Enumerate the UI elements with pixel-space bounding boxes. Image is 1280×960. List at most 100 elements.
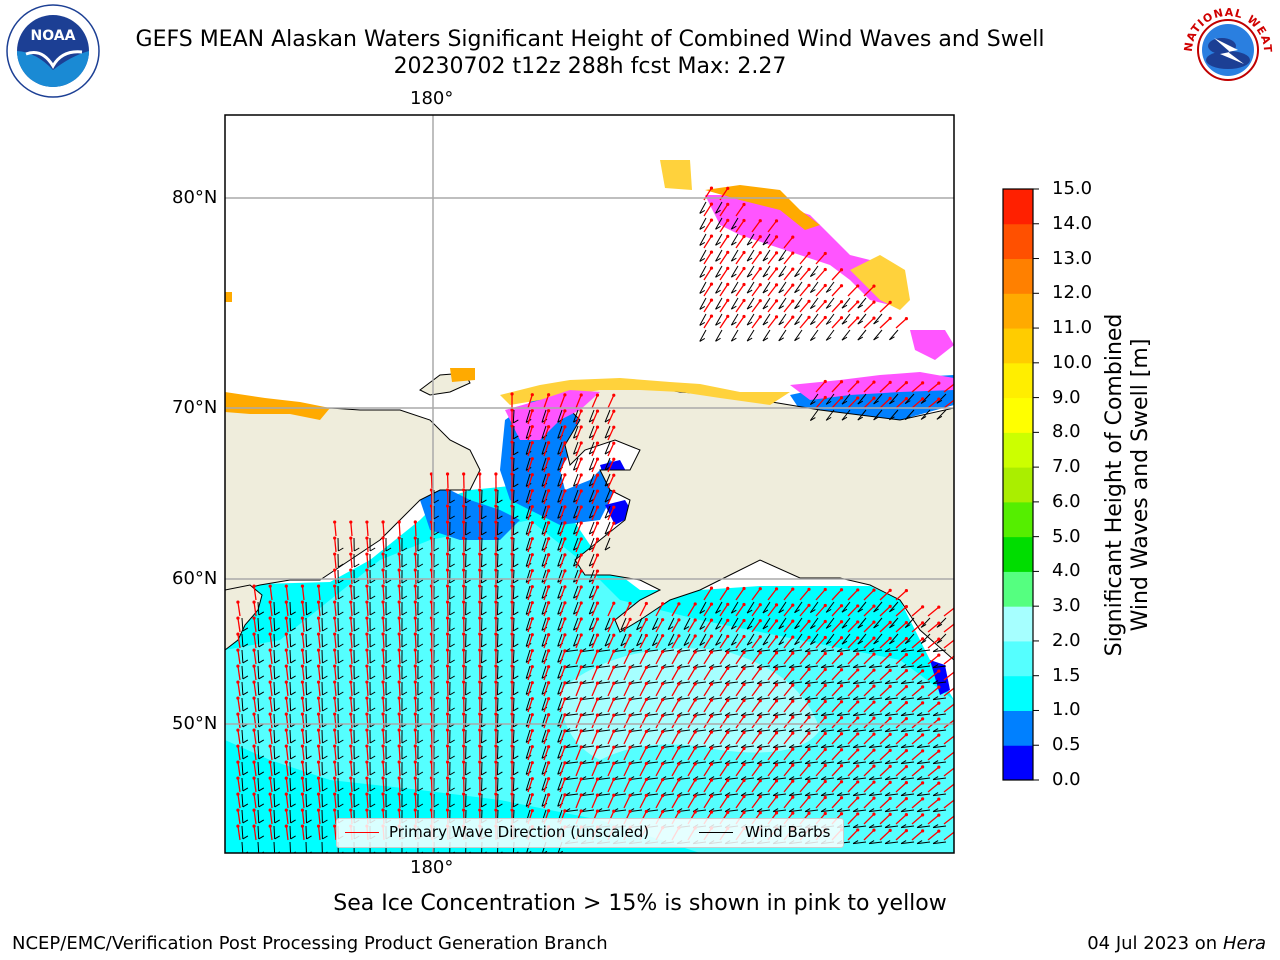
wave-arrowhead — [937, 765, 941, 769]
wave-arrowhead — [644, 665, 648, 670]
wind-barb-flag — [274, 819, 280, 824]
wave-arrow — [430, 745, 433, 761]
wind-barb-flag — [920, 640, 927, 644]
wave-arrowhead — [888, 796, 892, 800]
wave-arrow — [414, 633, 417, 649]
wind-barb-flag — [604, 498, 611, 503]
wave-arrowhead — [823, 619, 827, 624]
wind-barb — [762, 313, 771, 326]
wave-arrowhead — [546, 745, 551, 749]
wave-arrowhead — [839, 668, 844, 672]
wind-barb — [805, 745, 819, 749]
wind-barb-flag — [852, 808, 859, 812]
wave-arrowhead — [579, 681, 583, 685]
wave-arrowhead — [546, 793, 551, 797]
wind-barb-flag — [604, 482, 611, 487]
wave-arrowhead — [563, 601, 567, 605]
wind-barb — [901, 825, 915, 829]
wave-arrow — [719, 299, 729, 313]
wave-arrow — [623, 699, 631, 713]
wave-arrowhead — [579, 793, 583, 797]
wind-barb-flag — [433, 563, 440, 568]
wind-barb-flag — [338, 771, 344, 776]
wave-arrow — [847, 749, 859, 761]
wind-barb — [933, 825, 947, 829]
wave-arrowhead — [888, 396, 892, 400]
wave-arrowhead — [628, 745, 632, 749]
wind-barb-flag — [322, 691, 328, 696]
wave-arrowhead — [284, 632, 288, 636]
wave-arrowhead — [349, 776, 353, 780]
wind-barb — [581, 729, 595, 733]
wave-arrow — [863, 621, 875, 633]
wave-arrowhead — [856, 668, 860, 672]
wind-barb-flag — [778, 321, 785, 326]
wave-arrow — [285, 682, 289, 697]
wave-arrowhead — [807, 651, 811, 655]
wave-arrowhead — [921, 749, 925, 753]
wave-arrowhead — [742, 634, 746, 639]
wave-arrowhead — [937, 813, 941, 817]
wave-arrowhead — [709, 282, 714, 286]
wave-arrowhead — [856, 652, 860, 656]
wave-arrowhead — [774, 603, 779, 607]
wave-arrowhead — [644, 681, 648, 686]
wave-arrowhead — [510, 584, 514, 588]
wave-arrow — [703, 747, 713, 761]
wind-barb-flag — [306, 627, 312, 632]
wind-barb — [885, 665, 899, 669]
wave-arrow — [799, 764, 810, 777]
wave-arrowhead — [612, 633, 616, 637]
wave-arrowhead — [413, 728, 417, 732]
wave-arrowhead — [774, 699, 779, 703]
wave-arrow — [269, 682, 273, 697]
wind-barb-flag — [772, 760, 779, 764]
wave-arrowhead — [742, 218, 746, 223]
wave-arrow — [414, 521, 417, 537]
wind-barb-flag — [433, 595, 440, 600]
wave-arrow — [719, 731, 729, 745]
wave-arrowhead — [807, 795, 811, 799]
wind-barb — [805, 809, 819, 813]
wind-barb — [620, 617, 627, 631]
wind-barb — [273, 665, 276, 680]
wind-barb — [604, 489, 611, 503]
wind-barb — [597, 697, 611, 701]
wave-arrowhead — [333, 520, 337, 524]
wind-barb — [857, 409, 867, 421]
wave-arrowhead — [413, 536, 417, 540]
wave-arrowhead — [300, 664, 305, 668]
wind-barb — [917, 793, 931, 797]
wind-barb-flag — [369, 627, 376, 632]
wind-barb-flag — [258, 659, 265, 664]
wave-arrow — [703, 715, 713, 729]
wave-arrow — [735, 716, 745, 729]
wave-arrowhead — [349, 792, 353, 796]
wind-barb — [757, 761, 771, 765]
wave-arrowhead — [236, 648, 240, 652]
wave-arrowhead — [807, 779, 811, 783]
wave-arrowhead — [530, 505, 534, 509]
wind-barb-flag — [820, 696, 827, 700]
wind-barb — [557, 489, 563, 503]
ocean-shallow-3 — [420, 485, 520, 540]
wind-barb-flag — [417, 707, 424, 712]
wind-barb-flag — [242, 691, 249, 696]
wind-barb-flag — [868, 776, 875, 780]
wave-arrowhead — [791, 699, 795, 703]
wave-arrowhead — [823, 299, 827, 304]
wave-arrow — [607, 474, 615, 489]
wind-barb — [873, 329, 883, 341]
wind-barb — [841, 409, 851, 421]
wave-arrowhead — [823, 763, 827, 768]
wind-barb-flag — [604, 530, 611, 535]
wave-arrowhead — [530, 553, 534, 557]
wave-arrowhead — [316, 664, 321, 668]
wave-arrow — [783, 252, 794, 265]
wave-arrow — [639, 747, 647, 761]
wind-barb-flag — [417, 755, 424, 760]
wind-barb — [557, 745, 563, 759]
wave-arrowhead — [937, 397, 941, 401]
wave-arrowhead — [530, 745, 534, 749]
wave-arrow — [911, 782, 924, 793]
